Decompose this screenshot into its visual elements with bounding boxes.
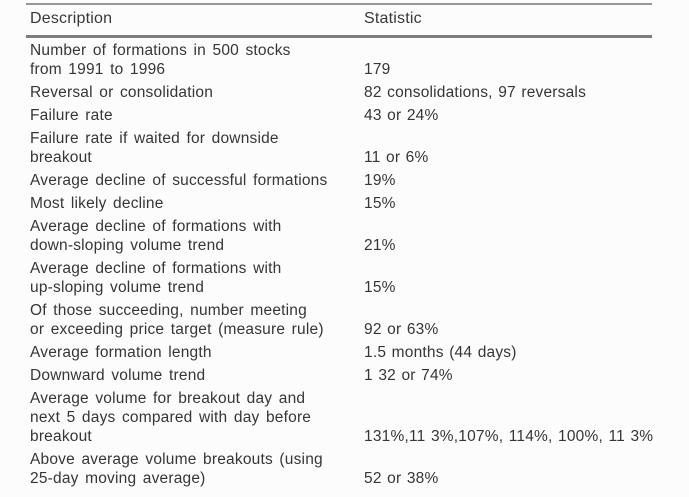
- description-cell: Number of formations in 500 stocks from …: [30, 42, 291, 78]
- statistic-cell: 15%: [364, 195, 396, 212]
- table-header: Description Statistic: [26, 3, 652, 38]
- table-row: Average volume for breakout day and next…: [26, 386, 654, 447]
- header-statistic: Statistic: [360, 3, 652, 38]
- description-cell: Failure rate if waited for downside brea…: [30, 130, 279, 166]
- description-cell: Average formation length: [30, 344, 212, 361]
- statistic-cell: 179: [364, 61, 391, 78]
- table-row: Failure rate if waited for downside brea…: [26, 126, 652, 168]
- statistic-cell: 52 or 38%: [364, 470, 439, 487]
- table-row: Average decline of successful formations…: [26, 168, 652, 191]
- table-row: Of those succeeding, number meeting or e…: [26, 298, 652, 340]
- table-row: Average decline of formations with down-…: [26, 214, 652, 256]
- statistic-cell: 1 32 or 74%: [364, 367, 453, 384]
- table-row: Above average volume breakouts (using 25…: [26, 447, 652, 489]
- table-row: Downward volume trend 1 32 or 74%: [26, 363, 652, 386]
- statistic-cell: 21%: [364, 237, 396, 254]
- statistic-cell: 82 consolidations, 97 reversals: [364, 84, 587, 101]
- description-cell: Failure rate: [30, 107, 113, 124]
- description-cell: Reversal or consolidation: [30, 84, 214, 101]
- description-cell: Average decline of formations with down-…: [30, 218, 282, 254]
- table-row: Failure rate 43 or 24%: [26, 103, 652, 126]
- table-row: Number of formations in 500 stocks from …: [26, 37, 652, 81]
- table-body: Number of formations in 500 stocks from …: [26, 37, 654, 490]
- description-cell: Most likely decline: [30, 195, 164, 212]
- description-cell: Average volume for breakout day and next…: [30, 390, 312, 445]
- table-row: Most likely decline 15%: [26, 191, 652, 214]
- description-cell: Average decline of formations with up-sl…: [30, 260, 282, 296]
- description-cell: Of those succeeding, number meeting or e…: [30, 302, 324, 338]
- description-cell: Downward volume trend: [30, 367, 206, 384]
- statistic-cell: 11 or 6%: [364, 149, 429, 166]
- table-row: Reversal or consolidation 82 consolidati…: [26, 80, 652, 103]
- description-cell: Average decline of successful formations: [30, 172, 328, 189]
- table-row: Average decline of formations with up-sl…: [26, 256, 652, 298]
- table-row: Average formation length 1.5 months (44 …: [26, 340, 652, 363]
- description-cell: Above average volume breakouts (using 25…: [30, 451, 323, 487]
- statistic-cell: 19%: [364, 172, 396, 189]
- header-row: Description Statistic: [26, 3, 652, 38]
- statistic-cell: 131%,11 3%,107%, 114%, 100%, 11 3%: [364, 428, 654, 445]
- statistic-cell: 92 or 63%: [364, 321, 439, 338]
- statistic-cell: 1.5 months (44 days): [364, 344, 517, 361]
- statistic-cell: 15%: [364, 279, 396, 296]
- header-description: Description: [26, 3, 360, 38]
- statistics-table: Description Statistic Number of formatio…: [26, 3, 654, 490]
- statistic-cell: 43 or 24%: [364, 107, 439, 124]
